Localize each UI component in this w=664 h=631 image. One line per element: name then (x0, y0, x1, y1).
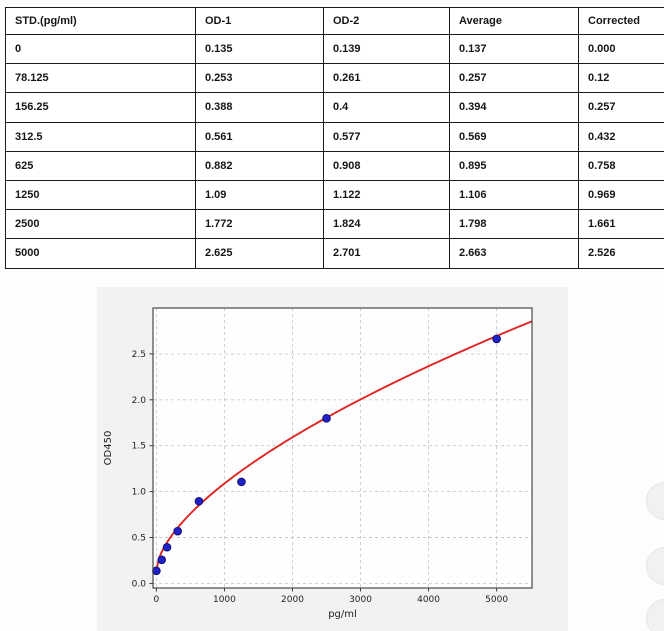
table-header-cell: OD-1 (195, 7, 324, 35)
table-cell: 1.772 (195, 209, 324, 240)
table-cell: 0 (5, 33, 196, 65)
x-tick-label: 0 (154, 595, 160, 605)
table-cell: 0.882 (195, 150, 324, 181)
y-tick-label: 2.0 (132, 396, 147, 406)
table-cell: 0.758 (578, 150, 664, 181)
x-tick-label: 5000 (485, 595, 508, 605)
table-cell: 625 (5, 150, 196, 181)
table-row: 2500 1.772 1.824 1.798 1.661 (5, 209, 664, 240)
table-cell: 1.122 (323, 179, 450, 211)
table-cell: 0.895 (449, 150, 579, 181)
table-cell: 2.526 (578, 238, 664, 269)
standards-table: STD.(pg/ml) OD-1 OD-2 Average Corrected 0 0.1… (5, 7, 664, 269)
table-cell: 0.000 (578, 33, 664, 65)
table-cell: 2.663 (449, 238, 579, 269)
x-tick-label: 4000 (417, 595, 440, 605)
table-cell: 5000 (5, 238, 196, 269)
table-cell: 0.394 (449, 92, 579, 123)
page-edge-bubble (646, 599, 664, 631)
y-tick-label: 1.5 (132, 442, 146, 452)
table-cell: 0.569 (449, 121, 579, 152)
data-point (194, 496, 204, 506)
y-tick-label: 2.5 (132, 350, 146, 360)
table-row: 156.25 0.388 0.4 0.394 0.257 (5, 92, 664, 123)
table-row: 312.5 0.561 0.577 0.569 0.432 (5, 121, 664, 152)
table-header-cell: Average (449, 7, 579, 35)
table-cell: 1.106 (449, 179, 579, 211)
plot-area (153, 308, 532, 588)
table-cell: 0.137 (449, 33, 579, 65)
page-edge-bubble (646, 482, 664, 520)
table-cell: 0.135 (195, 33, 324, 65)
table-cell: 1.798 (449, 209, 579, 240)
standard-curve-figure: 0 1000 2000 3000 4000 5000 0.0 0.5 1.0 1.5 2.0 2.5 p… (97, 287, 568, 631)
table-row: 5000 2.625 2.701 2.663 2.526 (5, 238, 664, 269)
table-cell: 0.257 (449, 63, 579, 94)
table-cell: 0.257 (578, 92, 664, 123)
standards-table-body: 0 0.135 0.139 0.137 0.000 78.125 0.253 0.261 0.2… (5, 33, 664, 269)
table-row: 78.125 0.253 0.261 0.257 0.12 (5, 63, 664, 94)
table-cell: 2500 (5, 209, 196, 240)
page-edge-bubble (646, 547, 664, 585)
standard-curve-chart: 0 1000 2000 3000 4000 5000 0.0 0.5 1.0 1.5 2.0 2.5 p… (103, 307, 533, 620)
table-cell: 2.701 (323, 238, 450, 269)
data-point (162, 542, 172, 552)
table-cell: 0.12 (578, 63, 664, 94)
table-row: 0 0.135 0.139 0.137 0.000 (5, 33, 664, 65)
data-point (322, 414, 331, 423)
y-axis-label: OD450 (103, 431, 114, 466)
x-tick-label: 3000 (349, 595, 372, 605)
table-row: 625 0.882 0.908 0.895 0.758 (5, 150, 664, 181)
data-point (237, 477, 246, 487)
y-tick-label: 0.5 (132, 534, 146, 544)
table-cell: 312.5 (5, 121, 196, 152)
plot-border (152, 307, 533, 589)
standards-table-head: STD.(pg/ml) OD-1 OD-2 Average Corrected (5, 7, 664, 35)
table-cell: 0.561 (195, 121, 324, 152)
table-cell: 0.261 (323, 63, 450, 94)
x-tick-label: 1000 (213, 595, 236, 605)
table-header-row: STD.(pg/ml) OD-1 OD-2 Average Corrected (5, 7, 664, 35)
table-cell: 0.139 (323, 33, 450, 65)
table-cell: 0.253 (195, 63, 324, 94)
y-tick-label: 1.0 (132, 488, 147, 498)
table-cell: 0.577 (323, 121, 450, 152)
table-cell: 0.969 (578, 179, 664, 211)
data-point (152, 566, 161, 576)
table-header-cell: OD-2 (323, 7, 450, 35)
table-cell: 156.25 (5, 92, 196, 123)
table-cell: 0.4 (323, 92, 450, 123)
table-cell: 78.125 (5, 63, 196, 94)
x-axis-label: pg/ml (328, 609, 357, 620)
x-tick-label: 2000 (281, 595, 304, 605)
table-cell: 1250 (5, 179, 196, 211)
data-point (173, 526, 182, 536)
table-cell: 0.432 (578, 121, 664, 152)
table-cell: 1.09 (195, 179, 324, 211)
data-point (157, 555, 167, 565)
table-cell: 0.388 (195, 92, 324, 123)
data-point (492, 334, 501, 344)
table-row: 1250 1.09 1.122 1.106 0.969 (5, 179, 664, 211)
fit-curve (155, 320, 532, 570)
table-cell: 1.661 (578, 209, 664, 240)
table-cell: 2.625 (195, 238, 324, 269)
table-cell: 1.824 (323, 209, 450, 240)
table-header-cell: STD.(pg/ml) (5, 7, 196, 35)
y-tick-label: 0.0 (132, 579, 147, 589)
table-cell: 0.908 (323, 150, 450, 181)
table-header-cell: Corrected (578, 7, 664, 35)
